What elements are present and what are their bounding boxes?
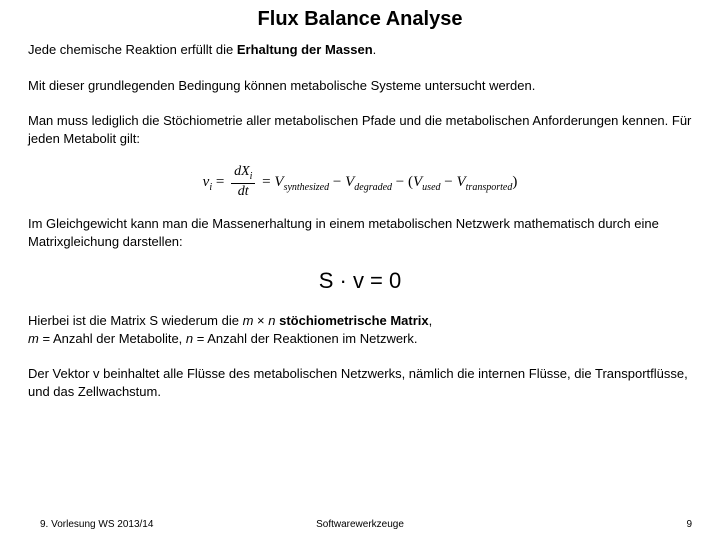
p5-m: m xyxy=(243,313,257,328)
p5-n: n xyxy=(268,313,279,328)
eq-text: vi = dXi dt = Vsynthesized − Vdegraded −… xyxy=(203,174,518,190)
p5-f: , xyxy=(429,313,433,328)
matrix-equation: S · v = 0 xyxy=(28,268,692,294)
footer-left: 9. Vorlesung WS 2013/14 xyxy=(40,519,153,530)
p5-times: × xyxy=(257,313,268,328)
p5-bold: stöchiometrische Matrix xyxy=(279,313,429,328)
eq-t2: V xyxy=(345,174,354,190)
p5-a: Hierbei ist die Matrix S wiederum die xyxy=(28,313,243,328)
eq-t1-sub: synthesized xyxy=(284,182,330,193)
paragraph-5: Hierbei ist die Matrix S wiederum die m … xyxy=(28,312,692,347)
paragraph-6: Der Vektor v beinhaltet alle Flüsse des … xyxy=(28,365,692,400)
eq-t3-sub: used xyxy=(422,182,440,193)
eq-t1: V xyxy=(274,174,283,190)
paragraph-2: Mit dieser grundlegenden Bedingung könne… xyxy=(28,77,692,95)
eq-t4-sub: transported xyxy=(466,182,513,193)
footer-right: 9 xyxy=(686,519,692,530)
footer-center: Softwarewerkzeuge xyxy=(316,519,404,530)
eq-t3: V xyxy=(413,174,422,190)
slide-footer: 9. Vorlesung WS 2013/14 Softwarewerkzeug… xyxy=(0,519,720,530)
p1-bold: Erhaltung der Massen xyxy=(237,42,373,57)
slide-title: Flux Balance Analyse xyxy=(28,8,692,31)
p1-text-c: . xyxy=(373,42,377,57)
p1-text-a: Jede chemische Reaktion erfüllt die xyxy=(28,42,237,57)
eq-fraction: dXi dt xyxy=(231,165,255,199)
slide-content: Flux Balance Analyse Jede chemische Reak… xyxy=(0,0,720,400)
eq-t4: V xyxy=(456,174,465,190)
p5-m2: m xyxy=(28,331,39,346)
eq-v-sub: i xyxy=(209,182,212,193)
paragraph-1: Jede chemische Reaktion erfüllt die Erha… xyxy=(28,41,692,59)
paragraph-3: Man muss lediglich die Stöchiometrie all… xyxy=(28,112,692,147)
paragraph-4: Im Gleichgewicht kann man die Massenerha… xyxy=(28,215,692,250)
eq-frac-den: dt xyxy=(231,184,255,199)
p5-j: = Anzahl der Reaktionen im Netzwerk. xyxy=(193,331,417,346)
eq-frac-num: dXi xyxy=(231,165,255,184)
p5-h: = Anzahl der Metabolite, xyxy=(39,331,186,346)
equation-balance: vi = dXi dt = Vsynthesized − Vdegraded −… xyxy=(28,165,692,199)
eq-t2-sub: degraded xyxy=(354,182,392,193)
